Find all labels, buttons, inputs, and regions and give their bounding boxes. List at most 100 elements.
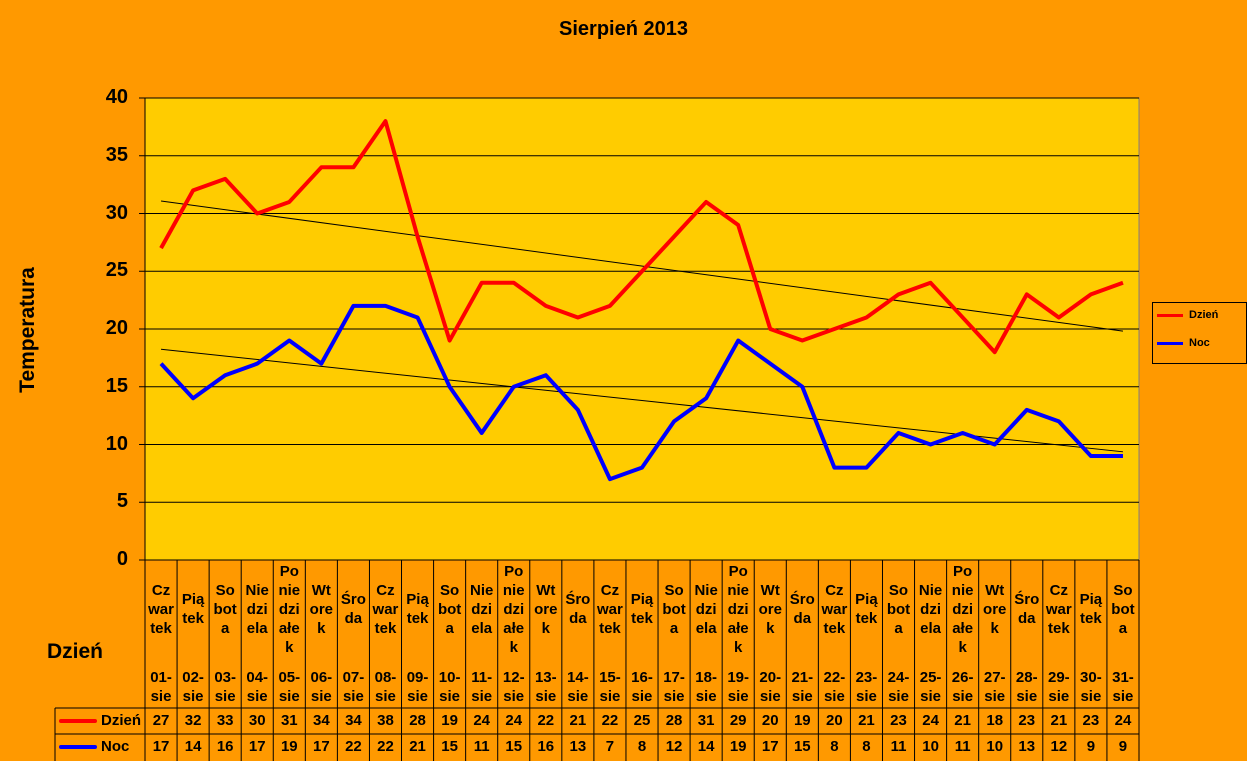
table-cell: 19 — [729, 738, 747, 755]
table-cell: 34 — [345, 712, 362, 729]
weekday-label: Pią tek — [1079, 591, 1103, 627]
table-cell: 23 — [1082, 712, 1100, 729]
date-label: 07- sie — [342, 669, 365, 705]
date-label: 05- sie — [278, 669, 301, 705]
weekday-label: Cz war tek — [372, 582, 399, 637]
table-cell: 31 — [280, 712, 298, 729]
weekday-label: Po nie dzi ałe k — [951, 563, 974, 656]
table-cell: 21 — [954, 712, 971, 729]
table-cell: 27 — [152, 712, 170, 729]
weekday-label: Nie dzi ela — [918, 582, 943, 637]
date-label: 22- sie — [823, 669, 846, 705]
series-line-icon — [59, 745, 97, 750]
table-cell: 28 — [665, 712, 683, 729]
date-label: 17- sie — [663, 669, 685, 705]
table-row-label: Dzień — [55, 708, 145, 734]
legend-item-dzien: Dzień — [1157, 307, 1218, 323]
date-label: 03- sie — [214, 669, 236, 705]
date-label: 21- sie — [791, 669, 814, 705]
legend: Dzień Noc — [1152, 302, 1247, 364]
weekday-label: So bot a — [437, 582, 462, 637]
date-label: 16- sie — [631, 669, 653, 705]
table-cell: 33 — [216, 712, 234, 729]
weekday-label: Po nie dzi ałe k — [727, 563, 750, 656]
y-tick-label: 15 — [105, 374, 128, 397]
chart-title: Sierpień 2013 — [559, 18, 688, 40]
weekday-label: Pią tek — [181, 591, 205, 627]
y-tick-label: 5 — [116, 490, 128, 513]
table-cell: 15 — [505, 738, 523, 755]
table-cell: 13 — [569, 738, 587, 755]
table-cell: 9 — [1086, 738, 1096, 755]
y-tick-label: 10 — [105, 432, 128, 455]
weekday-label: Po nie dzi ałe k — [502, 563, 525, 656]
table-cell: 10 — [922, 738, 939, 755]
date-label: 23- sie — [855, 669, 878, 705]
table-cell: 11 — [954, 738, 971, 755]
x-axis-label: Dzień — [46, 640, 103, 663]
weekday-label: So bot a — [662, 582, 686, 637]
y-tick-label: 35 — [105, 143, 128, 166]
legend-item-noc: Noc — [1157, 335, 1210, 351]
table-cell: 20 — [826, 712, 843, 729]
table-cell: 9 — [1118, 738, 1128, 755]
y-axis-label: Temperatura — [16, 267, 39, 393]
table-cell: 21 — [1050, 712, 1068, 729]
table-cell: 7 — [605, 738, 615, 755]
date-label: 08- sie — [374, 669, 397, 705]
weekday-label: Wt ore k — [983, 582, 1007, 637]
date-label: 28- sie — [1015, 669, 1038, 705]
table-cell: 38 — [377, 712, 394, 729]
table-cell: 15 — [441, 738, 458, 755]
table-cell: 8 — [637, 738, 647, 755]
table-cell: 13 — [1018, 738, 1036, 755]
series-name: Dzień — [101, 712, 142, 729]
table-cell: 19 — [793, 712, 811, 729]
weekday-label: Pią tek — [406, 591, 429, 627]
table-cell: 15 — [793, 738, 811, 755]
series-name: Noc — [101, 738, 130, 755]
table-cell: 21 — [409, 738, 426, 755]
table-cell: 22 — [345, 738, 362, 755]
table-cell: 31 — [697, 712, 715, 729]
table-cell: 24 — [505, 712, 523, 729]
table-cell: 24 — [473, 712, 491, 729]
weekday-label: Nie dzi ela — [245, 582, 269, 637]
date-label: 12- sie — [502, 669, 525, 705]
table-cell: 22 — [601, 712, 619, 729]
date-label: 18- sie — [695, 669, 717, 705]
date-label: 14- sie — [567, 669, 589, 705]
table-cell: 17 — [761, 738, 779, 755]
date-label: 29- sie — [1047, 669, 1070, 705]
trendline-dzien — [160, 200, 1124, 332]
date-label: 27- sie — [983, 669, 1006, 705]
table-cell: 23 — [1018, 712, 1036, 729]
weekday-label: Nie dzi ela — [694, 582, 718, 637]
date-label: 24- sie — [887, 669, 910, 705]
table-row-label: Noc — [55, 734, 145, 760]
weekday-label: Wt ore k — [534, 582, 558, 637]
date-label: 04- sie — [246, 669, 269, 705]
table-cell: 24 — [1114, 712, 1132, 729]
table-cell: 11 — [473, 738, 490, 755]
legend-line-icon — [1157, 341, 1183, 345]
weekday-label: Pią tek — [855, 591, 878, 627]
weekday-label: So bot a — [1111, 582, 1135, 637]
table-cell: 23 — [890, 712, 907, 729]
table-cell: 17 — [152, 738, 170, 755]
table-cell: 18 — [986, 712, 1004, 729]
date-label: 02- sie — [182, 669, 204, 705]
date-label: 25- sie — [919, 669, 942, 705]
weekday-label: Wt ore k — [309, 582, 334, 637]
weekday-label: Śro da — [1014, 591, 1040, 627]
weekday-label: Cz war tek — [596, 582, 623, 637]
table-cell: 11 — [890, 738, 907, 755]
weekday-label: Po nie dzi ałe k — [278, 563, 301, 656]
weekday-label: Cz war tek — [821, 582, 848, 637]
table-cell: 16 — [216, 738, 234, 755]
table-cell: 14 — [697, 738, 715, 755]
weekday-label: Wt ore k — [758, 582, 782, 637]
table-cell: 20 — [761, 712, 779, 729]
table-cell: 29 — [729, 712, 747, 729]
